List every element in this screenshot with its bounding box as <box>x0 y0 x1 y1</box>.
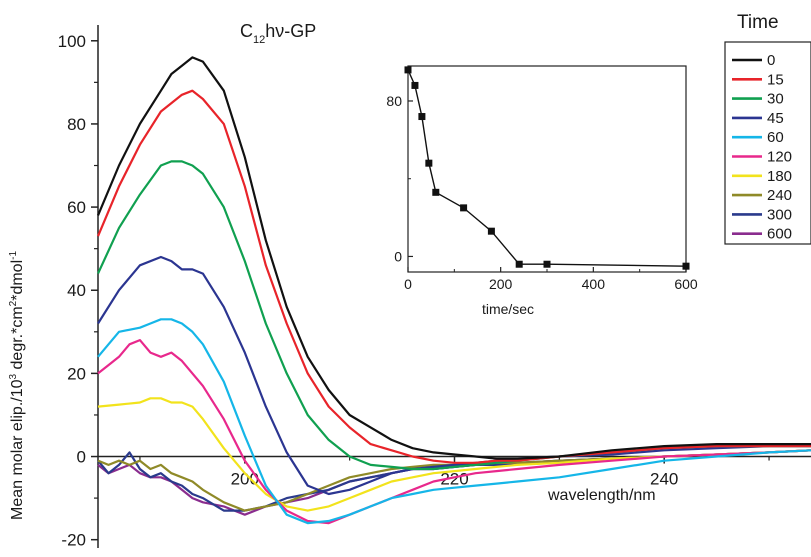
y-tick-label: 100 <box>58 32 86 51</box>
y-tick-label: 60 <box>67 198 86 217</box>
inset-marker <box>404 66 412 74</box>
legend-label: 300 <box>767 206 792 223</box>
x-axis-title: wavelength/nm <box>547 487 656 504</box>
legend-label: 45 <box>767 110 784 127</box>
inset-y-tick-label: 0 <box>394 248 402 264</box>
inset-x-tick-label: 600 <box>674 276 698 292</box>
inset-plot: 0 80 0 200 400 600 time/sec <box>386 65 698 317</box>
inset-x-ticks: 0 200 400 600 <box>404 267 698 292</box>
y-tick-label: 80 <box>67 115 86 134</box>
x-tick-label: 240 <box>650 470 678 489</box>
inset-series <box>404 66 690 270</box>
inset-line <box>407 69 687 267</box>
legend-label: 240 <box>767 187 792 204</box>
legend-items: 0 15 30 45 60 120 180 240 300 600 <box>732 52 792 243</box>
inset-x-tick-label: 0 <box>404 276 412 292</box>
legend-label: 30 <box>767 91 784 108</box>
x-axis-ticks: 200 220 240 <box>139 456 770 489</box>
legend-frame <box>724 41 811 245</box>
legend-title: Time <box>737 12 779 33</box>
inset-x-tick-label: 400 <box>582 276 606 292</box>
inset-x-tick-label: 200 <box>489 276 513 292</box>
inset-marker <box>460 204 468 212</box>
series-line-60 <box>97 318 811 525</box>
inset-marker <box>432 188 440 196</box>
series-line-0 <box>96 56 811 460</box>
series-line-120 <box>97 339 811 525</box>
chart-title: C12hν-GP <box>240 21 316 46</box>
y-tick-label: -20 <box>61 531 86 550</box>
inset-marker <box>487 227 495 235</box>
inset-frame <box>407 65 687 273</box>
inset-marker <box>411 81 419 89</box>
legend-label: 120 <box>767 149 792 166</box>
y-tick-label: 40 <box>67 281 86 300</box>
legend-label: 60 <box>767 129 784 146</box>
inset-y-tick-label: 80 <box>386 93 402 109</box>
series-line-180 <box>97 397 811 512</box>
x-tick-label: 200 <box>231 470 259 489</box>
x-tick-label: 220 <box>440 470 468 489</box>
series-lines <box>96 56 811 525</box>
y-axis-ticks: -20 0 20 40 60 80 100 <box>58 32 98 550</box>
legend-label: 180 <box>767 168 792 185</box>
inset-marker <box>425 159 433 167</box>
y-axis-title: Mean molar elip./103 degr.*cm2*dmol-1 <box>8 251 26 520</box>
inset-x-axis-title: time/sec <box>482 301 534 317</box>
legend: Time 0 15 30 45 60 120 180 240 300 600 <box>724 12 811 245</box>
inset-marker <box>682 262 690 270</box>
main-plot-area: -20 0 20 40 60 80 100 200 220 240 <box>58 25 811 550</box>
inset-marker <box>418 113 426 121</box>
legend-label: 600 <box>767 226 792 243</box>
inset-marker <box>515 260 523 268</box>
legend-label: 15 <box>767 71 784 88</box>
y-tick-label: 0 <box>77 448 86 467</box>
y-tick-label: 20 <box>67 364 86 383</box>
legend-label: 0 <box>767 52 775 69</box>
inset-y-ticks: 0 80 <box>386 93 413 264</box>
inset-marker <box>543 260 551 268</box>
